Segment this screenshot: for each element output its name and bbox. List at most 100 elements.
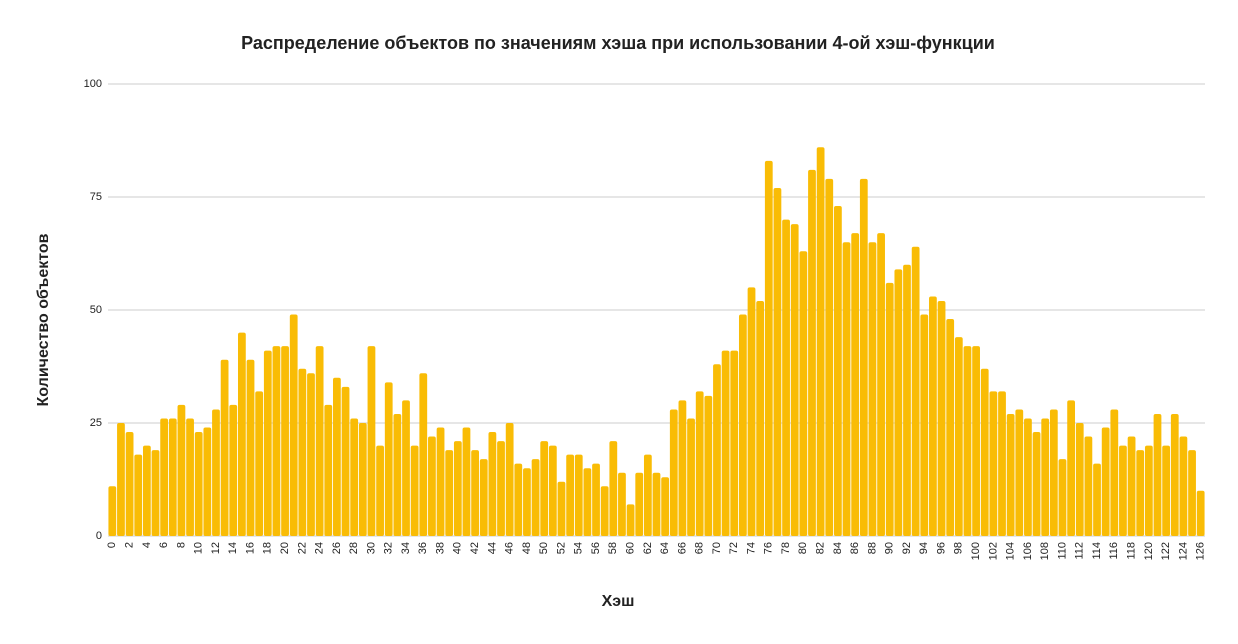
bar [419,373,428,536]
x-tick-label: 80 [797,542,809,554]
x-tick-label: 72 [728,542,740,554]
bar [868,242,877,536]
y-tick-label: 25 [90,417,102,429]
bar [903,264,911,536]
x-tick-label: 122 [1160,542,1172,560]
bar [808,169,816,536]
bar [298,368,307,536]
x-tick-label: 98 [953,542,965,554]
bar [237,332,246,536]
bar [1032,432,1041,536]
bar [972,346,980,536]
bar [773,187,782,536]
bar [384,382,393,536]
bar [505,423,514,536]
bar [1067,400,1076,536]
bar [851,233,860,536]
bar [1084,436,1093,536]
bar [557,481,566,536]
bar [920,314,929,536]
bar [272,346,281,536]
x-tick-label: 26 [331,542,343,554]
x-tick-label: 46 [504,542,516,554]
bar [540,441,549,536]
bar [825,178,834,537]
x-tick-label: 60 [624,542,636,554]
bar [142,445,151,536]
bar [954,337,963,536]
bar [609,441,618,536]
bar [600,486,609,536]
bar [1188,450,1196,536]
bar [937,300,946,536]
bar [281,346,289,536]
x-tick-label: 64 [659,542,671,554]
x-tick-label: 86 [849,542,861,554]
bar [1170,413,1179,536]
bar [583,468,592,536]
bar [246,359,255,536]
x-tick-label: 118 [1125,542,1137,560]
bar [566,454,575,536]
x-tick-label: 92 [901,542,913,554]
x-tick-label: 126 [1195,542,1207,560]
x-tick-label: 52 [555,542,567,554]
bar [186,418,194,536]
bar [911,246,920,536]
bar [669,409,678,536]
x-tick-label: 50 [538,542,550,554]
bar [548,445,557,536]
bar [834,206,842,537]
bar [108,486,117,536]
x-tick-label: 94 [918,542,930,554]
bar [324,404,333,536]
x-tick-label: 58 [607,542,619,554]
x-tick-label: 36 [417,542,429,554]
y-tick-label: 0 [96,530,102,542]
x-tick-label: 62 [642,542,654,554]
bar [704,395,713,536]
bar [350,418,359,536]
bar [713,364,721,536]
y-tick-label: 100 [84,78,102,90]
bar [963,346,972,536]
y-axis-label: Количество объектов [35,233,52,406]
bar [877,233,885,536]
bar [514,463,523,536]
bar [730,350,739,536]
chart-title: Распределение объектов по значениям хэша… [241,33,995,53]
bar [428,436,436,536]
bar [393,413,402,536]
x-tick-label: 2 [124,542,136,548]
bar [1024,418,1032,536]
bar [799,251,808,537]
bar [946,319,955,536]
x-tick-label: 20 [279,542,291,554]
bar [790,224,799,536]
bar [134,454,143,536]
x-axis-label: Хэш [602,593,635,610]
bar [229,404,238,536]
x-tick-label: 100 [970,542,982,560]
x-tick-label: 108 [1039,542,1051,560]
bar [1153,413,1162,536]
bar [1049,409,1058,536]
bar [592,463,600,536]
bar [531,459,540,536]
bar [574,454,583,536]
bar [1136,450,1145,536]
bar [307,373,315,536]
bar [462,427,471,536]
bar [117,423,125,536]
bar [453,441,462,536]
bar [1015,409,1024,536]
bar [263,350,272,536]
x-tick-label: 16 [244,542,256,554]
bar [289,314,298,536]
bar [635,472,644,536]
x-tick-label: 44 [486,542,498,554]
x-tick-label: 66 [676,542,688,554]
bar [626,504,635,536]
x-tick-label: 110 [1056,542,1068,560]
